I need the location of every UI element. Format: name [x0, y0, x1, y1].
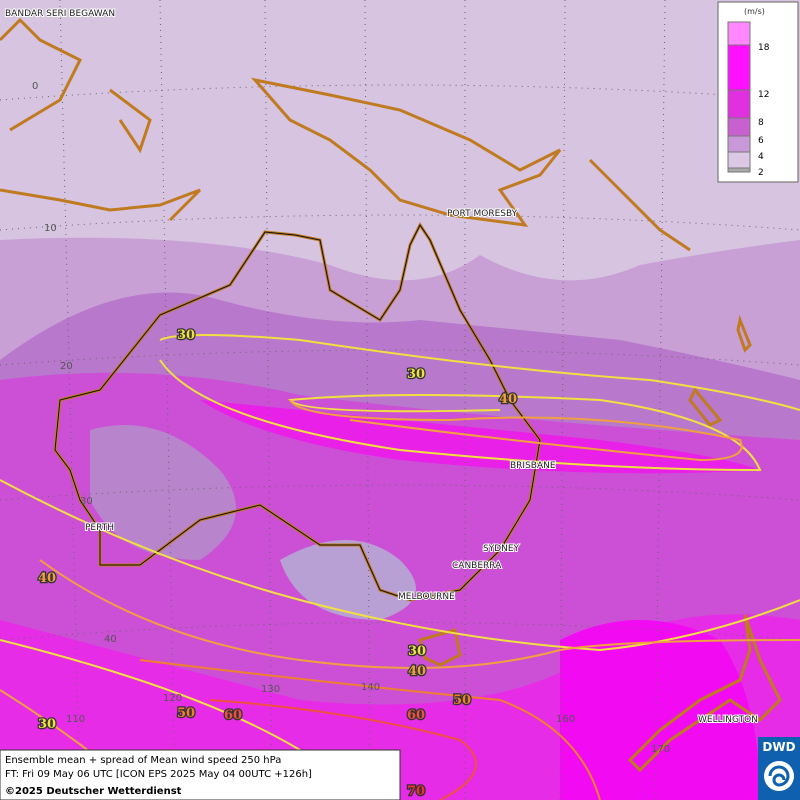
legend-swatch	[727, 135, 751, 153]
contour-label: 50	[177, 706, 195, 721]
latitude-label: 30	[80, 496, 93, 507]
caption-line: ©2025 Deutscher Wetterdienst	[5, 786, 182, 797]
legend-swatch	[727, 44, 751, 91]
longitude-label: 160	[556, 714, 575, 725]
legend-swatch	[727, 89, 751, 119]
legend-swatch	[727, 117, 751, 137]
contour-label: 30	[407, 367, 425, 382]
place-label: CANBERRA	[452, 561, 502, 571]
latitude-label: 0	[32, 81, 38, 92]
logo-swirl	[768, 765, 790, 787]
longitude-label: 120	[163, 693, 182, 704]
legend-level: 18	[758, 43, 770, 53]
place-label: MELBOURNE	[398, 592, 455, 602]
shade-4b	[280, 540, 416, 620]
contour-label: 30	[408, 644, 426, 659]
legend-unit: (m/s)	[744, 7, 765, 16]
longitude-label: 140	[361, 682, 380, 693]
latitude-label: 10	[44, 223, 57, 234]
latitude-label: 20	[60, 361, 73, 372]
contour-label: 30	[38, 717, 56, 732]
legend-swatch	[727, 167, 751, 173]
shade-6b	[90, 425, 236, 560]
logo-text: DWD	[762, 740, 795, 754]
caption-line: Ensemble mean + spread of Mean wind spee…	[5, 755, 281, 766]
place-label: PERTH	[85, 523, 114, 533]
caption-box	[0, 749, 401, 800]
shade-18	[560, 620, 760, 800]
longitude-label: 170	[651, 744, 670, 755]
legend-level: 12	[758, 90, 769, 100]
contour-label: 40	[499, 392, 517, 407]
contour-label: 30	[177, 328, 195, 343]
contour-label: 70	[407, 784, 425, 799]
longitude-label: 110	[66, 714, 85, 725]
legend: (m/s) 2 4 6 8 12 18	[717, 1, 799, 183]
contour-label: 60	[224, 708, 242, 723]
contour-label: 40	[38, 571, 56, 586]
place-label: SYDNEY	[483, 544, 520, 554]
legend-level: 2	[758, 168, 764, 178]
contour-label: 40	[408, 664, 426, 679]
legend-level: 4	[758, 152, 764, 162]
legend-swatch	[727, 21, 751, 46]
legend-level: 6	[758, 136, 764, 146]
longitude-label: 130	[261, 684, 280, 695]
logo: DWD	[758, 737, 800, 800]
contour-label: 60	[407, 708, 425, 723]
place-label: WELLINGTON	[698, 715, 758, 725]
latitude-label: 40	[104, 634, 117, 645]
place-label: PORT MORESBY	[447, 209, 518, 219]
contour-label: 50	[453, 693, 471, 708]
legend-level: 8	[758, 118, 764, 128]
place-label: BRISBANE	[510, 461, 556, 471]
place-label: BANDAR SERI BEGAWAN	[5, 9, 115, 19]
legend-swatch	[727, 151, 751, 169]
caption-line: FT: Fri 09 May 06 UTC [ICON EPS 2025 May…	[5, 769, 312, 780]
